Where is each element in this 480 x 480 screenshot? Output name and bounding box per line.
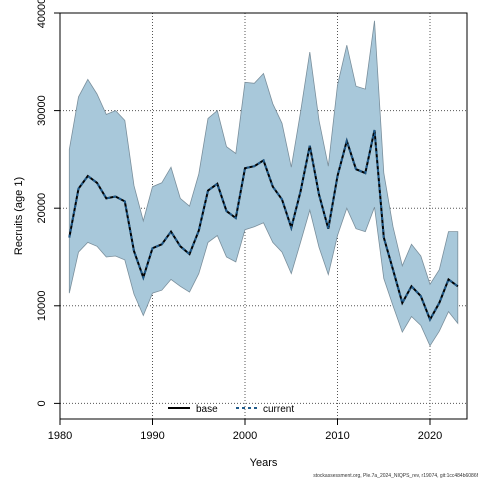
plot-frame [59, 12, 468, 420]
footer-credit: stockassessment.org, Ple.7a_2024_NIQPS_r… [313, 473, 478, 479]
x-tick-label: 2000 [233, 430, 257, 442]
axes: 1980 1990 2000 2010 2020 0 10000 20000 30000 4000… [36, 0, 442, 442]
x-tick-label: 1980 [48, 430, 72, 442]
y-tick-label: 20000 [36, 193, 48, 224]
x-tick-label: 1990 [140, 430, 164, 442]
series-line-current [68, 129, 459, 322]
legend-label-current: current [263, 404, 294, 415]
legend: base current [168, 404, 294, 415]
y-tick-label: 40000 [36, 0, 48, 28]
y-tick-label: 0 [36, 400, 48, 406]
y-axis-title: Recruits (age 1) [13, 177, 25, 255]
y-tick-label: 30000 [36, 95, 48, 126]
legend-label-base: base [196, 404, 218, 415]
x-tick-label: 2010 [325, 430, 349, 442]
y-tick-label: 10000 [36, 290, 48, 321]
x-axis-title: Years [250, 457, 278, 469]
confidence-band [68, 20, 459, 347]
x-tick-label: 2020 [418, 430, 442, 442]
